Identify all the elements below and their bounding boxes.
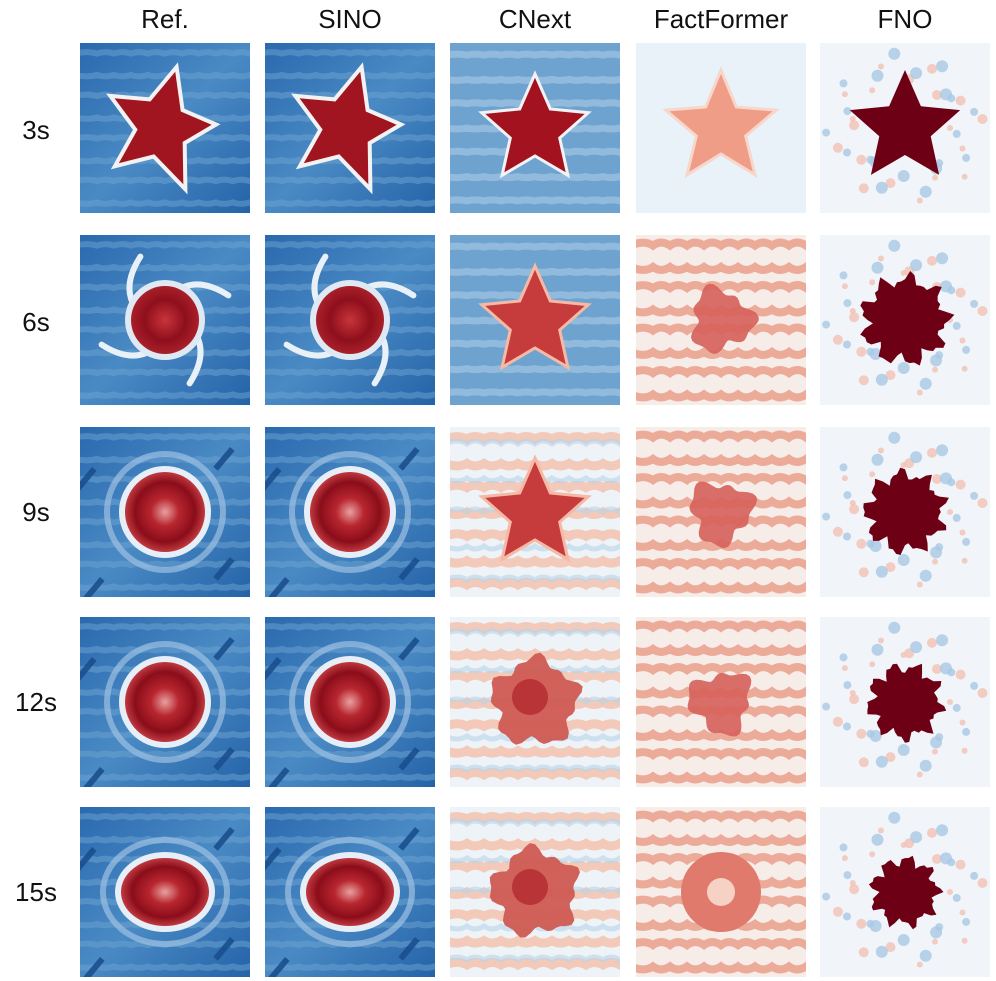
row-label-15s: 15s <box>15 877 57 907</box>
column-header-cnext: CNext <box>498 4 572 34</box>
field-panel-fno-15s <box>820 807 990 977</box>
field-panel-cnext-6s <box>450 235 620 405</box>
field-image <box>636 617 806 787</box>
column-header-ref: Ref. <box>141 4 189 34</box>
field-panel-sino-3s <box>265 43 435 213</box>
field-image <box>636 235 806 405</box>
column-header-sino: SINO <box>318 4 382 34</box>
row-label-9s: 9s <box>22 497 50 527</box>
field-panel-cnext-15s <box>450 807 620 977</box>
field-image <box>265 235 435 405</box>
field-panel-ref-9s <box>80 427 250 597</box>
field-panel-cnext-9s <box>450 427 620 597</box>
field-image <box>820 427 990 597</box>
column-header-factformer: FactFormer <box>653 4 789 34</box>
field-panel-ref-6s <box>80 235 250 405</box>
field-image <box>820 235 990 405</box>
field-panel-factformer-6s <box>636 235 806 405</box>
field-panel-fno-3s <box>820 43 990 213</box>
row-label-12s: 12s <box>15 687 57 717</box>
field-panel-factformer-15s <box>636 807 806 977</box>
field-panel-cnext-3s <box>450 43 620 213</box>
field-panel-fno-6s <box>820 235 990 405</box>
field-image <box>636 43 806 213</box>
field-image <box>265 43 435 213</box>
field-image <box>636 427 806 597</box>
column-header-fno: FNO <box>877 4 933 34</box>
field-image <box>450 617 620 787</box>
field-panel-sino-6s <box>265 235 435 405</box>
field-panel-sino-15s <box>265 807 435 977</box>
field-panel-sino-12s <box>265 617 435 787</box>
field-image <box>265 807 435 977</box>
field-panel-cnext-12s <box>450 617 620 787</box>
field-panel-factformer-3s <box>636 43 806 213</box>
field-image <box>80 43 250 213</box>
field-image <box>450 807 620 977</box>
field-panel-factformer-12s <box>636 617 806 787</box>
field-image <box>450 427 620 597</box>
field-image <box>820 617 990 787</box>
field-image <box>820 807 990 977</box>
field-image <box>265 617 435 787</box>
field-image <box>80 617 250 787</box>
row-label-6s: 6s <box>22 307 50 337</box>
field-image <box>450 43 620 213</box>
field-image <box>636 807 806 977</box>
field-image <box>80 427 250 597</box>
field-image <box>80 235 250 405</box>
field-panel-ref-3s <box>80 43 250 213</box>
row-label-3s: 3s <box>22 115 50 145</box>
field-panel-fno-12s <box>820 617 990 787</box>
field-panel-ref-12s <box>80 617 250 787</box>
field-image <box>265 427 435 597</box>
field-panel-ref-15s <box>80 807 250 977</box>
field-panel-fno-9s <box>820 427 990 597</box>
field-image <box>820 43 990 213</box>
field-panel-factformer-9s <box>636 427 806 597</box>
field-image <box>80 807 250 977</box>
field-panel-sino-9s <box>265 427 435 597</box>
field-image <box>450 235 620 405</box>
